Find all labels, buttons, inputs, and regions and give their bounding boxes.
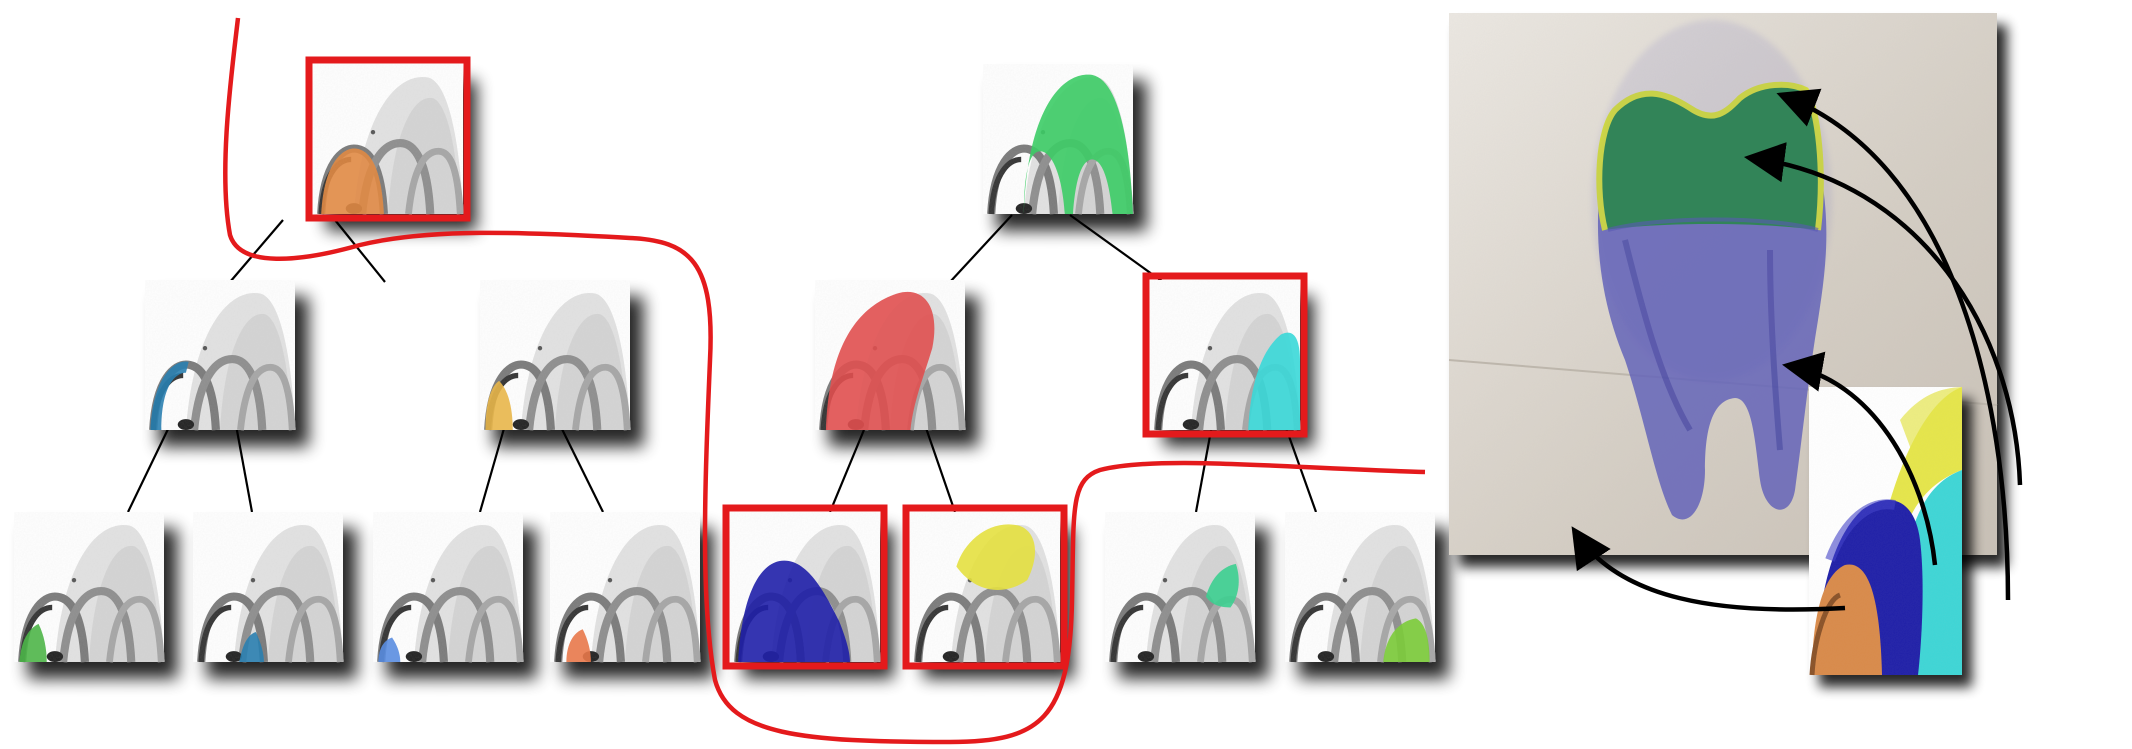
highlight-region xyxy=(738,560,850,662)
histogram-thumbnail-l-2b[interactable] xyxy=(550,512,700,662)
highlight-region xyxy=(378,637,401,662)
highlight-region xyxy=(485,380,513,430)
edge xyxy=(127,424,171,513)
highlight-region xyxy=(150,361,189,430)
edge xyxy=(334,219,386,283)
edge xyxy=(559,424,604,513)
highlight-region xyxy=(1248,332,1300,430)
histogram-thumbnail-r-root[interactable] xyxy=(983,64,1133,214)
edge xyxy=(1194,424,1214,513)
edge xyxy=(1069,214,1164,283)
highlight-region xyxy=(1205,563,1239,608)
histogram-thumbnail-l-2[interactable] xyxy=(480,280,630,430)
composite-legend xyxy=(1809,387,1962,676)
selection-box xyxy=(902,504,1068,670)
histogram-thumbnail-r-2b[interactable] xyxy=(1285,512,1435,662)
histogram-thumbnail-l-root[interactable] xyxy=(313,64,463,214)
selection-box xyxy=(722,504,888,670)
edge xyxy=(923,424,957,513)
edge xyxy=(949,214,1013,283)
selection-box xyxy=(1142,272,1308,438)
highlight-region xyxy=(1023,74,1133,214)
arrow-blue-to-root xyxy=(1782,351,1938,566)
edge xyxy=(234,424,254,513)
histogram-thumbnail-l-1[interactable] xyxy=(145,280,295,430)
selection-cut-curve xyxy=(223,17,1426,745)
highlight-region xyxy=(19,623,47,662)
histogram-thumbnail-l-1a[interactable] xyxy=(14,512,164,662)
histogram-thumbnail-r-2[interactable] xyxy=(1150,280,1300,430)
right-tree-edges xyxy=(828,214,1318,513)
highlight-region xyxy=(566,629,591,662)
histogram-thumbnails xyxy=(14,56,1435,670)
edge xyxy=(478,424,507,513)
histogram-thumbnail-l-1b[interactable] xyxy=(193,512,343,662)
selection-box xyxy=(305,56,471,222)
edge xyxy=(828,424,868,513)
histogram-thumbnail-l-2a[interactable] xyxy=(373,512,523,662)
arrow-orange-to-background xyxy=(1571,526,1846,612)
histogram-thumbnail-r-2a[interactable] xyxy=(1105,512,1255,662)
highlight-region xyxy=(825,291,935,430)
histogram-thumbnail-r-1[interactable] xyxy=(815,280,965,430)
arrow-cyan-to-rim xyxy=(1776,88,2011,601)
edge xyxy=(229,219,284,283)
histogram-thumbnail-r-1b[interactable] xyxy=(910,512,1060,662)
highlight-region xyxy=(321,148,384,214)
highlight-region xyxy=(1383,618,1430,662)
highlight-region xyxy=(239,632,264,662)
highlight-region xyxy=(956,524,1036,590)
mapping-arrows xyxy=(1571,88,2023,612)
left-tree-edges xyxy=(127,219,604,513)
histogram-thumbnail-r-1a[interactable] xyxy=(730,512,880,662)
